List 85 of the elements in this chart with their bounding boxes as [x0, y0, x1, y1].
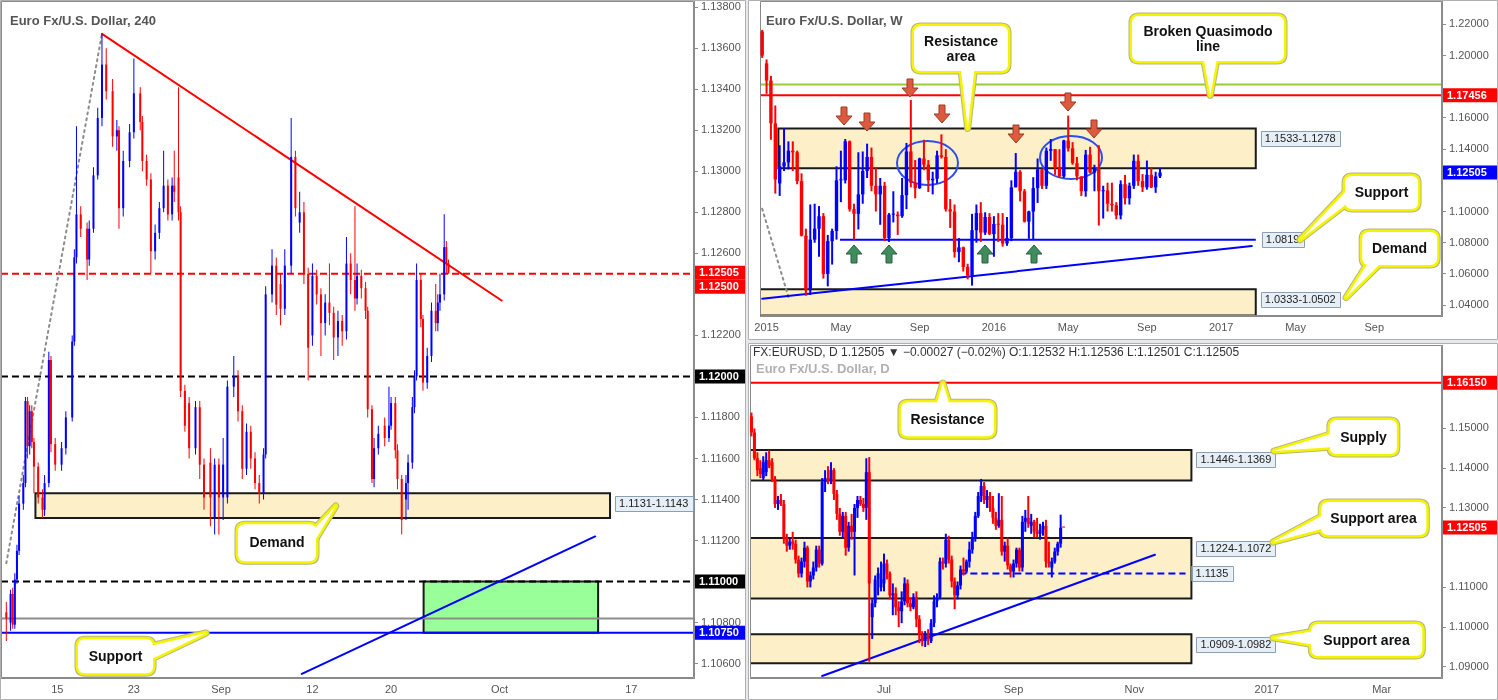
y-tick-label: 1.15000	[1449, 421, 1489, 434]
y-tick-label: 1.10800	[701, 615, 741, 628]
y-tick-label: 1.04000	[1449, 298, 1489, 311]
y-tick-label: 1.06000	[1449, 266, 1489, 279]
y-tick-label: 1.14000	[1449, 461, 1489, 474]
text: Euro Fx/U.S. Dollar, W	[766, 13, 903, 28]
x-tick-label: 17	[625, 682, 638, 695]
band-label: 1.0909-1.0982	[1200, 638, 1272, 651]
band-label: 1.1446-1.1369	[1200, 453, 1272, 466]
y-tick-label: 1.11200	[701, 533, 740, 546]
y-tick-label: 1.10000	[1449, 620, 1489, 633]
candlestick	[237, 370, 240, 422]
band-label: 1.1224-1.1072	[1200, 542, 1272, 555]
x-tick-label: Oct	[490, 682, 509, 695]
text: Euro Fx/U.S. Dollar, D	[756, 361, 890, 376]
ref-line-label: 1.17456	[1447, 88, 1487, 101]
annotation: Resistance area	[914, 26, 1008, 71]
y-tick-label: 1.09000	[1449, 659, 1489, 672]
x-tick-label: Sep	[211, 682, 231, 695]
annotation: Demand	[1362, 232, 1437, 265]
y-tick-label: 1.16000	[1449, 110, 1489, 123]
annotation: Supply	[1330, 420, 1397, 454]
y-tick-label: 1.11400	[701, 492, 740, 505]
x-tick-label: Sep	[1003, 682, 1024, 695]
x-tick-label: Sep	[1364, 320, 1385, 333]
y-tick-label: 1.14000	[1449, 142, 1489, 155]
y-tick-label: 1.13800	[701, 0, 741, 13]
y-tick-label: 1.20000	[1449, 48, 1489, 61]
y-tick-label: 1.13600	[701, 41, 741, 54]
ref-line-label: 1.1135	[1195, 567, 1229, 580]
candlestick	[203, 458, 206, 510]
x-tick-label: 12	[306, 682, 319, 695]
y-tick-label: 1.13000	[1449, 500, 1489, 513]
x-tick-label: 20	[384, 682, 398, 695]
candlestick	[1101, 185, 1105, 219]
chart-subtitle: FX:EURUSD, D 1.12505 ▼ −0.00027 (−0.02%) O:1.12532 H:1.12536 L:1.12501 C:1.12505	[753, 345, 1240, 359]
candlestick	[939, 134, 944, 159]
y-tick-label: 1.11000	[1449, 580, 1488, 593]
ref-line-label: 1.12000	[699, 369, 739, 382]
band-label: 1.1131-1.1143	[619, 497, 689, 510]
x-tick-label: Mar	[1372, 682, 1392, 695]
y-tick-label: 1.12800	[701, 205, 741, 218]
y-tick-label: 1.12200	[701, 328, 741, 341]
ref-line-label: 1.10750	[699, 626, 739, 639]
annotation: Support	[78, 639, 153, 673]
text: 1.12505	[699, 266, 739, 279]
band-label: 1.0333-1.0502	[1264, 293, 1336, 306]
annotation: Resistance	[901, 402, 994, 436]
text: Euro Fx/U.S. Dollar, 240	[10, 13, 156, 28]
text: 1.12505	[1447, 165, 1487, 178]
y-tick-label: 1.22000	[1449, 17, 1489, 30]
x-tick-label: May	[1057, 320, 1080, 333]
x-tick-label: 23	[127, 682, 140, 695]
x-tick-label: 15	[51, 682, 64, 695]
x-tick-label: May	[830, 320, 852, 333]
y-tick-label: 1.13000	[701, 164, 741, 177]
y-tick-label: 1.13200	[701, 123, 741, 136]
x-tick-label: 2016	[981, 320, 1007, 333]
y-tick-label: 1.10600	[701, 656, 741, 669]
x-tick-label: Nov	[1124, 682, 1145, 695]
y-tick-label: 1.10000	[1449, 204, 1489, 217]
x-tick-label: 2017	[1254, 682, 1280, 695]
y-tick-label: 1.12600	[701, 246, 741, 259]
ref-line-label: 1.16150	[1447, 376, 1487, 389]
y-tick-label: 1.13400	[701, 82, 741, 95]
y-tick-label: 1.11600	[701, 451, 740, 464]
y-tick-label: 1.11800	[701, 410, 740, 423]
annotation: Support	[1345, 176, 1418, 209]
x-tick-label: Jul	[876, 682, 892, 695]
text: 1.12505	[1447, 521, 1487, 534]
x-tick-label: 2017	[1208, 320, 1234, 333]
legend-label: 1.12500	[699, 280, 739, 293]
band-label: 1.1533-1.1278	[1264, 132, 1336, 145]
x-tick-label: May	[1285, 320, 1307, 333]
candlestick	[996, 213, 1000, 242]
annotation: Support area	[1311, 624, 1422, 656]
candlestick	[1049, 139, 1053, 161]
y-tick-label: 1.08000	[1449, 235, 1489, 248]
x-tick-label: Sep	[1137, 320, 1157, 333]
annotation: Demand	[238, 524, 316, 561]
x-tick-label: 2015	[754, 320, 779, 333]
candlestick	[961, 557, 965, 576]
annotation: Support area	[1321, 502, 1426, 535]
x-tick-label: Sep	[909, 320, 930, 333]
annotation: Broken Quasimodo line	[1132, 16, 1284, 61]
